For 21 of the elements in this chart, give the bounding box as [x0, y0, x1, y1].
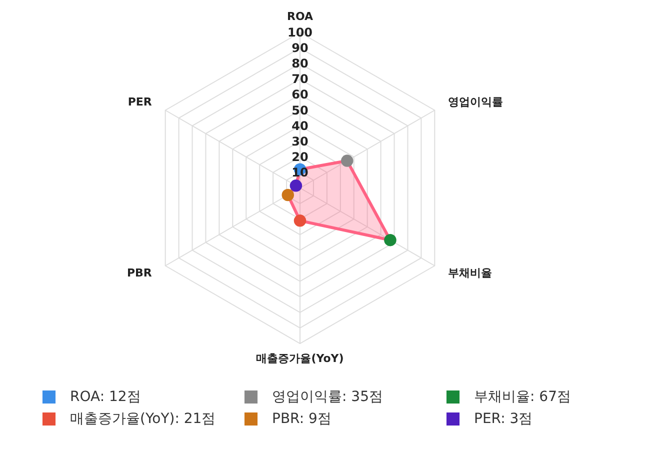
spoke-label: PBR: [126, 266, 152, 280]
y-tick-label: 50: [292, 103, 308, 118]
y-tick-label: 60: [292, 88, 308, 102]
spoke-label: 영업이익률: [448, 95, 504, 108]
y-tick-label: 70: [292, 72, 308, 86]
text: ROA: 12점: [70, 389, 141, 405]
text: 매출증가율(YoY): 21점: [70, 411, 216, 427]
y-tick-label: 100: [287, 26, 313, 40]
y-tick-label: 40: [292, 118, 308, 133]
spoke-label: ROA: [286, 10, 314, 23]
spoke-label: 매출증가율(YoY): [256, 352, 344, 366]
y-tick-label: 20: [292, 150, 308, 164]
text: PER: 3점: [474, 411, 533, 427]
text: 영업이익률: 35점: [272, 389, 383, 405]
text: 부채비율: 67점: [474, 389, 571, 405]
spoke-label: PER: [128, 95, 152, 108]
text: PBR: 9점: [272, 411, 332, 427]
y-tick-label: 30: [292, 134, 308, 148]
y-tick-label: 80: [292, 56, 308, 71]
spoke-label: 부채비율: [448, 266, 492, 280]
y-tick-label: 90: [292, 41, 308, 56]
